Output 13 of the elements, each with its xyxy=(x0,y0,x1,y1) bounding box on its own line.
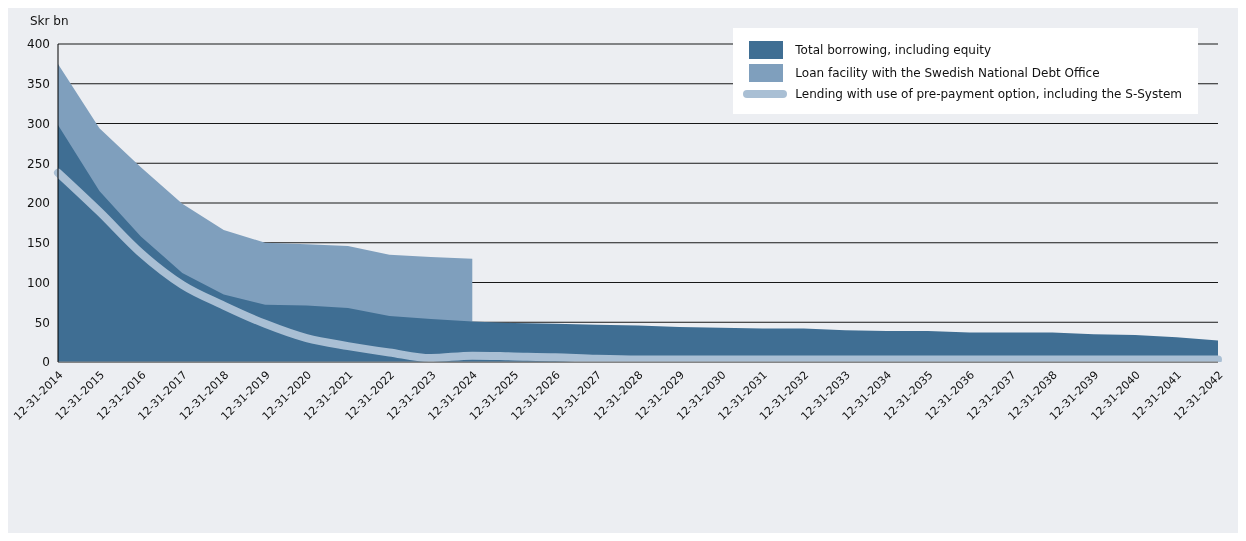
y-tick-label: 400 xyxy=(27,37,50,52)
y-axis-title: Skr bn xyxy=(30,14,69,28)
y-tick-label: 100 xyxy=(27,275,50,290)
y-tick-label: 350 xyxy=(27,77,50,92)
y-tick-label: 300 xyxy=(27,116,50,131)
legend-label: Total borrowing, including equity xyxy=(795,43,992,57)
legend-label: Lending with use of pre-payment option, including the S-System xyxy=(795,87,1182,101)
y-tick-label: 250 xyxy=(27,156,50,171)
y-tick-label: 150 xyxy=(27,236,50,251)
y-tick-label: 200 xyxy=(27,196,50,211)
y-tick-label: 0 xyxy=(42,355,50,370)
legend-label: Loan facility with the Swedish National Debt Office xyxy=(795,66,1100,80)
y-tick-label: 50 xyxy=(34,315,50,330)
